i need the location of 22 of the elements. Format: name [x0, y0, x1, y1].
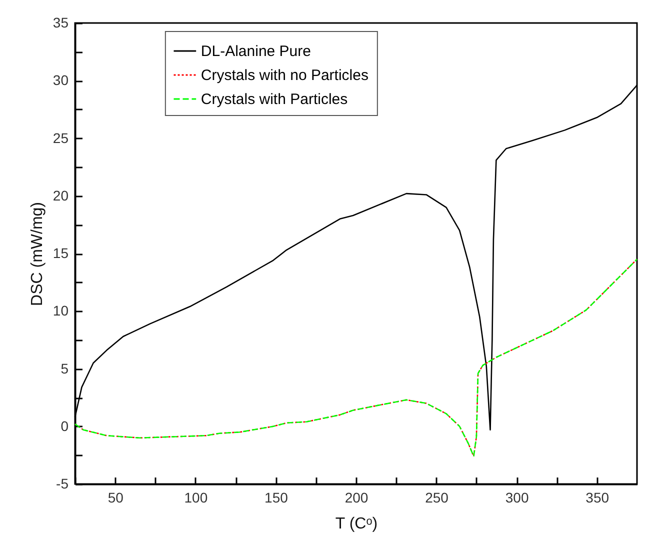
- x-tick-label: 50: [108, 490, 124, 506]
- x-axis-title: T (Cᵒ): [335, 516, 378, 532]
- y-tick-label: 35: [52, 14, 69, 30]
- x-tick-label: 350: [586, 490, 610, 506]
- legend-label: Crystals with no Particles: [200, 67, 368, 84]
- y-tick-label: 0: [60, 418, 69, 434]
- line-series: [74, 258, 638, 457]
- legend-label: Crystals with Particles: [200, 91, 348, 108]
- x-tick-label: 100: [184, 490, 208, 506]
- y-tick-label: 25: [52, 130, 69, 146]
- x-tick-label: 250: [425, 490, 449, 506]
- y-tick-label: 5: [60, 360, 69, 376]
- y-tick-label: 15: [52, 245, 69, 261]
- x-tick-label: 150: [264, 490, 288, 506]
- x-tick-label: 200: [344, 490, 368, 506]
- x-tick-label: 300: [505, 490, 529, 506]
- y-axis-title: DSC (mW/mg): [28, 202, 46, 306]
- y-tick-label: -5: [56, 476, 69, 492]
- legend-label: DL-Alanine Pure: [200, 43, 311, 60]
- y-tick-label: 10: [52, 302, 69, 319]
- y-tick-label: 20: [52, 187, 69, 204]
- y-tick-label: 30: [52, 72, 69, 88]
